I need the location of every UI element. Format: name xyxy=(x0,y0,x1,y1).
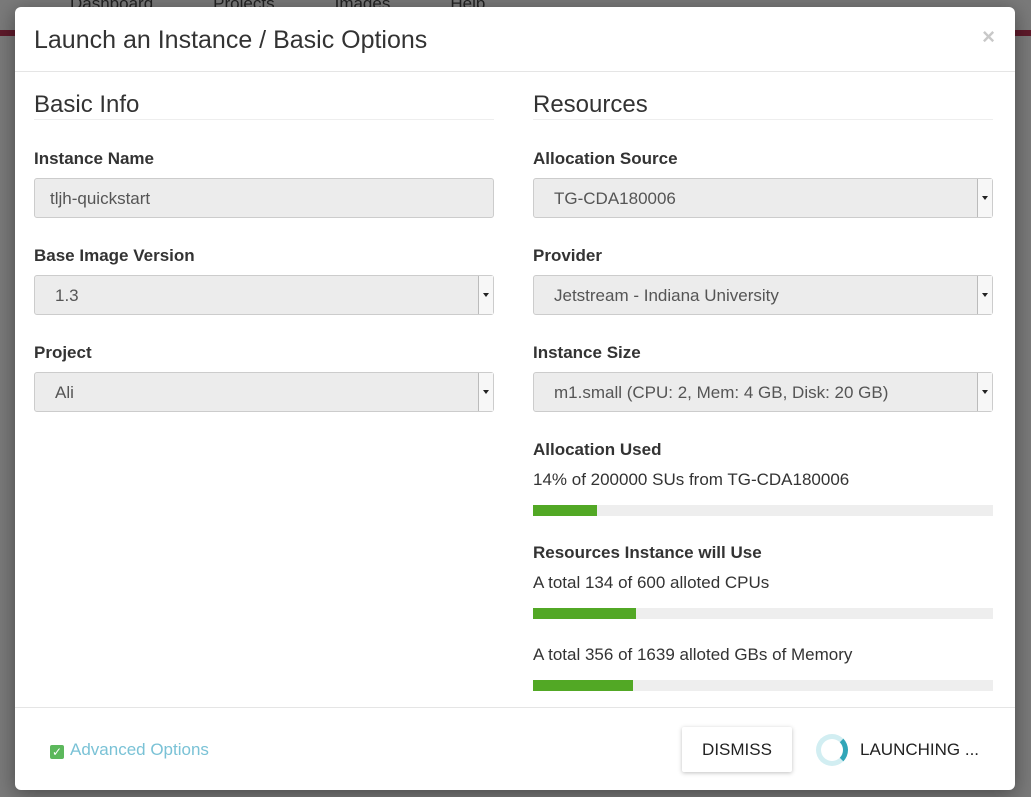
instance-size-select[interactable]: m1.small (CPU: 2, Mem: 4 GB, Disk: 20 GB… xyxy=(533,372,993,412)
advanced-options-label: Advanced Options xyxy=(70,740,209,759)
project-select[interactable]: Ali xyxy=(34,372,494,412)
provider-value: Jetstream - Indiana University xyxy=(554,286,779,305)
cpu-text: A total 134 of 600 alloted CPUs xyxy=(533,573,770,592)
dropdown-arrow-icon[interactable] xyxy=(478,276,493,314)
allocation-source-select[interactable]: TG-CDA180006 xyxy=(533,178,993,218)
launching-label: LAUNCHING ... xyxy=(860,740,980,759)
spinner-icon xyxy=(816,734,848,766)
allocation-used-text: 14% of 200000 SUs from TG-CDA180006 xyxy=(533,470,850,489)
advanced-options-link[interactable]: ✓ Advanced Options xyxy=(50,740,209,760)
base-image-label: Base Image Version xyxy=(34,246,195,265)
allocation-source-value: TG-CDA180006 xyxy=(554,189,676,208)
project-label: Project xyxy=(34,343,92,362)
launch-instance-modal: Launch an Instance / Basic Options × Bas… xyxy=(15,7,1015,790)
close-icon[interactable]: × xyxy=(982,24,995,49)
basic-info-heading: Basic Info xyxy=(34,91,494,120)
dismiss-button[interactable]: DISMISS xyxy=(682,727,792,772)
instance-name-input[interactable]: tljh-quickstart xyxy=(34,178,494,218)
provider-label: Provider xyxy=(533,246,602,265)
modal-title: Launch an Instance / Basic Options xyxy=(34,26,428,54)
memory-progress-bar xyxy=(533,680,993,691)
allocation-source-label: Allocation Source xyxy=(533,149,678,168)
basic-info-section: Basic Info Instance Name tljh-quickstart… xyxy=(34,71,494,412)
cpu-progress-bar xyxy=(533,608,993,619)
instance-name-label: Instance Name xyxy=(34,149,154,168)
instance-size-label: Instance Size xyxy=(533,343,641,362)
resources-use-label: Resources Instance will Use xyxy=(533,543,762,562)
dropdown-arrow-icon[interactable] xyxy=(977,179,992,217)
allocation-used-label: Allocation Used xyxy=(533,440,662,459)
dropdown-arrow-icon[interactable] xyxy=(977,276,992,314)
dropdown-arrow-icon[interactable] xyxy=(977,373,992,411)
launching-button[interactable]: LAUNCHING ... xyxy=(816,734,980,766)
base-image-select[interactable]: 1.3 xyxy=(34,275,494,315)
provider-select[interactable]: Jetstream - Indiana University xyxy=(533,275,993,315)
resources-section: Resources Allocation Source TG-CDA180006… xyxy=(533,71,993,691)
project-value: Ali xyxy=(55,383,74,402)
resources-heading: Resources xyxy=(533,91,993,120)
instance-size-value: m1.small (CPU: 2, Mem: 4 GB, Disk: 20 GB… xyxy=(554,383,889,402)
base-image-value: 1.3 xyxy=(55,286,79,305)
modal-footer: ✓ Advanced Options DISMISS LAUNCHING ... xyxy=(15,707,1015,791)
memory-progress-fill xyxy=(533,680,633,691)
modal-header: Launch an Instance / Basic Options × xyxy=(15,7,1015,72)
allocation-progress-bar xyxy=(533,505,993,516)
dropdown-arrow-icon[interactable] xyxy=(478,373,493,411)
cpu-progress-fill xyxy=(533,608,636,619)
allocation-progress-fill xyxy=(533,505,598,516)
checkbox-checked-icon: ✓ xyxy=(50,745,64,759)
memory-text: A total 356 of 1639 alloted GBs of Memor… xyxy=(533,645,853,664)
